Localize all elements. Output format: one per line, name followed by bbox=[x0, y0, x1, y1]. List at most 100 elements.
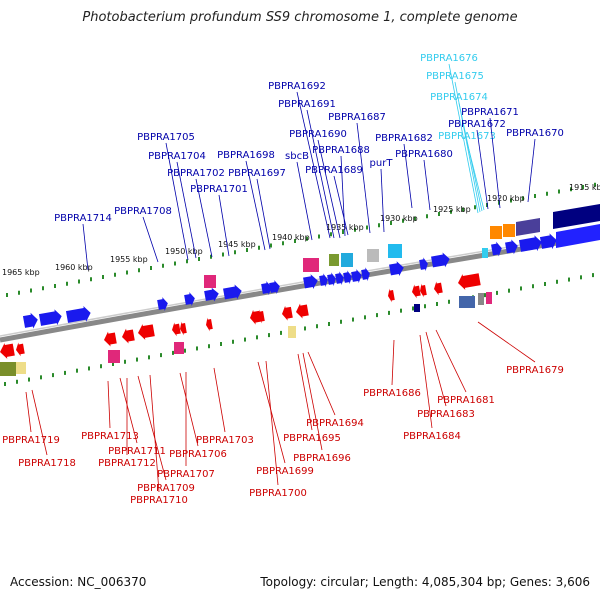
forward-gene-label-leader bbox=[476, 129, 489, 210]
forward-gene-arrow-shape bbox=[361, 267, 370, 282]
feature-box bbox=[482, 248, 488, 258]
scale-label: 1930 kbp bbox=[380, 214, 418, 223]
forward-gene-label-leader bbox=[142, 216, 159, 263]
forward-gene-arrow bbox=[327, 272, 336, 287]
reverse-gene-arrow bbox=[412, 284, 421, 299]
reverse-gene-arrow bbox=[16, 342, 25, 357]
reverse-rail-dot bbox=[532, 284, 534, 289]
forward-gene-label-leader bbox=[356, 122, 371, 234]
forward-gene-label-leader bbox=[448, 63, 479, 214]
reverse-rail-dot bbox=[64, 370, 66, 375]
reverse-gene-label-leader bbox=[419, 334, 433, 429]
scale-tick-dot bbox=[366, 225, 368, 230]
forward-gene-arrow-shape bbox=[22, 312, 38, 329]
reverse-rail-dot bbox=[400, 308, 402, 313]
reverse-gene-arrow-shape bbox=[0, 343, 15, 359]
scale-tick-dot bbox=[90, 277, 92, 282]
reverse-gene-arrow bbox=[104, 331, 117, 347]
forward-gene-label-leader bbox=[527, 138, 536, 203]
feature-box bbox=[486, 292, 492, 304]
reverse-rail-dot bbox=[76, 368, 78, 373]
scale-tick-dot bbox=[126, 270, 128, 275]
scale-tick-dot bbox=[558, 189, 560, 194]
reverse-rail-dot bbox=[52, 373, 54, 378]
scale-tick-dot bbox=[174, 261, 176, 266]
scale-tick-dot bbox=[78, 279, 80, 284]
reverse-gene-arrow-shape bbox=[434, 281, 443, 296]
feature-box bbox=[503, 224, 515, 237]
reverse-gene-arrow-shape bbox=[172, 322, 181, 337]
reverse-gene-label-leader bbox=[119, 377, 138, 444]
reverse-rail-dot bbox=[4, 382, 6, 386]
forward-gene-label: PBPRA1714 bbox=[54, 213, 112, 224]
feature-box bbox=[341, 253, 353, 267]
forward-gene-label: PBPRA1698 bbox=[217, 150, 275, 161]
reverse-gene-label: PBPRA1699 bbox=[256, 466, 314, 477]
feature-box bbox=[367, 249, 379, 262]
scale-tick-dot bbox=[30, 288, 32, 293]
forward-gene-arrow-shape bbox=[389, 261, 404, 276]
reverse-gene-label: PBPRA1695 bbox=[283, 433, 341, 444]
scale-tick-dot bbox=[342, 230, 344, 234]
reverse-gene-label: PBPRA1684 bbox=[403, 431, 461, 442]
forward-gene-arrow bbox=[261, 281, 272, 295]
forward-gene-label: PBPRA1672 bbox=[448, 119, 506, 130]
forward-gene-arrow-shape bbox=[431, 252, 450, 268]
forward-gene-arrow bbox=[269, 280, 280, 294]
reverse-gene-label-leader bbox=[435, 329, 467, 393]
scale-tick-dot bbox=[162, 263, 164, 268]
forward-gene-arrow bbox=[505, 239, 518, 255]
forward-gene-arrow bbox=[303, 274, 318, 289]
reverse-gene-arrow-shape bbox=[206, 317, 213, 332]
forward-gene-label-leader bbox=[165, 142, 189, 261]
scale-tick-dot bbox=[318, 234, 320, 239]
forward-gene-arrow-shape bbox=[38, 309, 62, 326]
forward-gene-arrow bbox=[204, 287, 219, 302]
reverse-rail-dot bbox=[280, 330, 282, 335]
scale-label: 1920 kbp bbox=[487, 194, 525, 203]
reverse-rail-dot bbox=[244, 337, 246, 342]
reverse-gene-arrow-shape bbox=[16, 342, 25, 357]
forward-gene-arrow bbox=[343, 270, 352, 285]
reverse-gene-label-leader bbox=[257, 361, 286, 464]
forward-gene-label: PBPRA1676 bbox=[420, 53, 478, 64]
reverse-rail-dot bbox=[316, 324, 318, 329]
forward-gene-arrow-shape bbox=[157, 297, 168, 311]
forward-gene-label-leader bbox=[256, 178, 271, 250]
reverse-rail-dot bbox=[424, 304, 426, 309]
scale-tick-dot bbox=[282, 241, 284, 246]
reverse-gene-arrow-shape bbox=[258, 309, 265, 324]
reverse-rail-dot bbox=[220, 342, 222, 346]
reverse-rail-dot bbox=[148, 355, 150, 360]
forward-gene-label: PBPRA1671 bbox=[461, 107, 519, 118]
forward-gene-arrow-shape bbox=[343, 270, 352, 285]
reverse-gene-label-leader bbox=[137, 375, 167, 481]
scale-tick-dot bbox=[114, 272, 116, 277]
reverse-gene-label-leader bbox=[425, 331, 447, 407]
reverse-gene-arrow-shape bbox=[388, 288, 395, 303]
forward-gene-arrow-shape bbox=[419, 257, 428, 272]
forward-gene-label-leader bbox=[176, 161, 197, 259]
forward-gene-arrow-shape bbox=[303, 274, 318, 289]
scale-tick-dot bbox=[462, 207, 464, 212]
forward-gene-label: PBPRA1673 bbox=[438, 131, 496, 142]
feature-box bbox=[288, 326, 296, 338]
forward-gene-label: PBPRA1705 bbox=[137, 132, 195, 143]
reverse-gene-arrow-shape bbox=[296, 303, 309, 319]
feature-box bbox=[0, 362, 16, 376]
forward-gene-label-leader bbox=[317, 139, 341, 239]
forward-gene-arrow-shape bbox=[319, 273, 328, 288]
feature-box bbox=[108, 350, 120, 363]
feature-box bbox=[478, 293, 484, 305]
reverse-gene-label-leader bbox=[213, 367, 226, 433]
reverse-rail-dot bbox=[124, 359, 126, 364]
reverse-gene-arrow-shape bbox=[458, 273, 481, 290]
scale-tick-dot bbox=[402, 218, 404, 223]
reverse-rail-dot bbox=[112, 362, 114, 366]
reverse-gene-arrow-shape bbox=[180, 321, 187, 336]
feature-box bbox=[329, 254, 339, 266]
forward-gene-label-leader bbox=[245, 160, 266, 251]
forward-gene-label-leader bbox=[306, 109, 335, 239]
map-title: Photobacterium profundum SS9 chromosome … bbox=[82, 10, 518, 25]
reverse-rail-dot bbox=[160, 353, 162, 358]
